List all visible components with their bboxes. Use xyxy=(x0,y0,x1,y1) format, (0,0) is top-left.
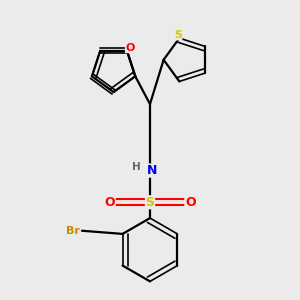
Text: O: O xyxy=(185,196,196,209)
Text: O: O xyxy=(104,196,115,209)
Text: N: N xyxy=(146,164,157,177)
Text: H: H xyxy=(132,162,141,172)
Text: O: O xyxy=(125,43,135,53)
Text: S: S xyxy=(146,196,154,209)
Text: S: S xyxy=(174,30,182,40)
Text: Br: Br xyxy=(66,226,80,236)
